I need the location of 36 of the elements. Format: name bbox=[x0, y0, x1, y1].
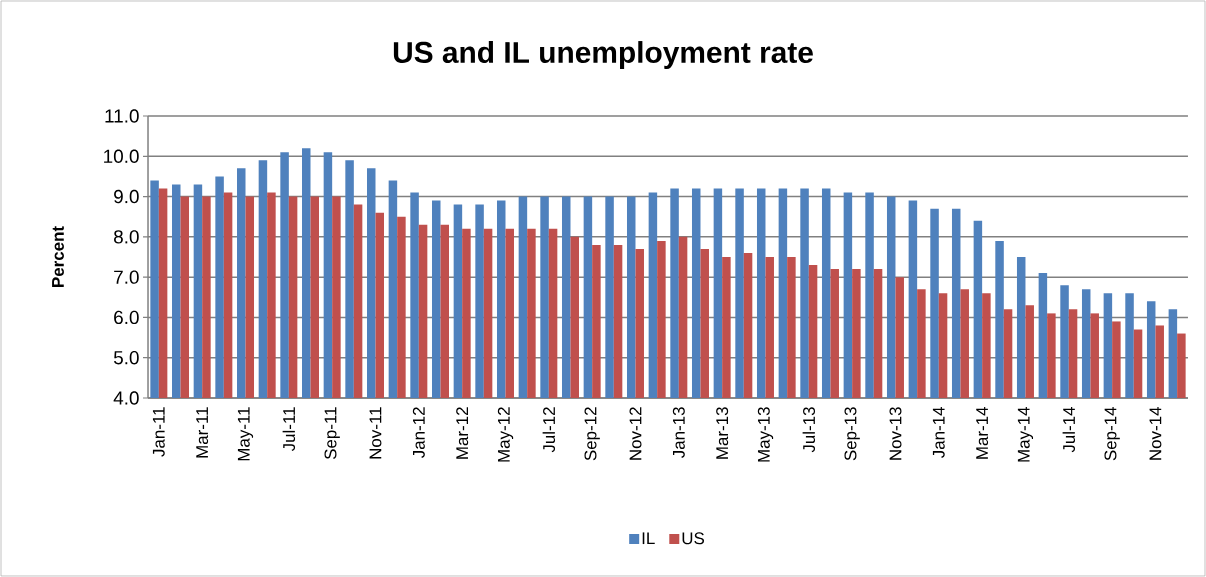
y-tick-label: 4.0 bbox=[113, 391, 139, 405]
x-tick-label: Jan-13 bbox=[672, 407, 685, 459]
x-tick-label: Sep-12 bbox=[584, 407, 600, 461]
x-tick-label: Nov-13 bbox=[889, 407, 902, 460]
x-tick-label: May-14 bbox=[1017, 407, 1034, 462]
x-tick-label: May-13 bbox=[757, 407, 774, 462]
y-tick-label: 11.0 bbox=[105, 109, 139, 123]
legend-label: US bbox=[682, 532, 705, 545]
legend-label: IL bbox=[642, 532, 655, 545]
x-tick-label: Nov-12 bbox=[629, 407, 642, 460]
x-tick-label: Jan-12 bbox=[412, 407, 425, 459]
x-tick-label: May-11 bbox=[237, 407, 254, 461]
x-tick-label: Sep-11 bbox=[324, 407, 340, 460]
x-tick-label: Mar-14 bbox=[976, 407, 989, 459]
x-tick-label: Jul-13 bbox=[802, 407, 816, 453]
x-tick-label: May-12 bbox=[497, 407, 514, 462]
y-tick-label: 8.0 bbox=[114, 230, 139, 244]
y-tick-label: 6.0 bbox=[114, 310, 139, 325]
x-tick-label: Sep-13 bbox=[844, 407, 860, 461]
x-tick-label: Mar-13 bbox=[716, 407, 729, 459]
y-tick-label: 5.0 bbox=[113, 351, 139, 365]
x-tick-label: Jan-14 bbox=[932, 407, 945, 459]
chart-title: US and IL unemployment rate bbox=[393, 41, 813, 69]
y-tick-label: 9.0 bbox=[114, 189, 139, 204]
x-tick-label: Mar-11 bbox=[196, 407, 209, 458]
x-tick-label: Jan-11 bbox=[152, 407, 165, 457]
x-tick-label: Nov-14 bbox=[1149, 407, 1162, 460]
x-tick-label: Nov-11 bbox=[369, 407, 382, 459]
y-tick-label: 7.0 bbox=[114, 270, 139, 284]
x-tick-label: Mar-12 bbox=[456, 407, 469, 459]
y-axis-title: Percent bbox=[52, 226, 64, 287]
y-tick-label: 10.0 bbox=[104, 149, 139, 163]
x-tick-label: Jul-11 bbox=[282, 407, 296, 452]
x-tick-label: Jul-14 bbox=[1062, 407, 1076, 453]
x-tick-label: Sep-14 bbox=[1104, 407, 1120, 461]
x-tick-label: Jul-12 bbox=[542, 407, 556, 453]
